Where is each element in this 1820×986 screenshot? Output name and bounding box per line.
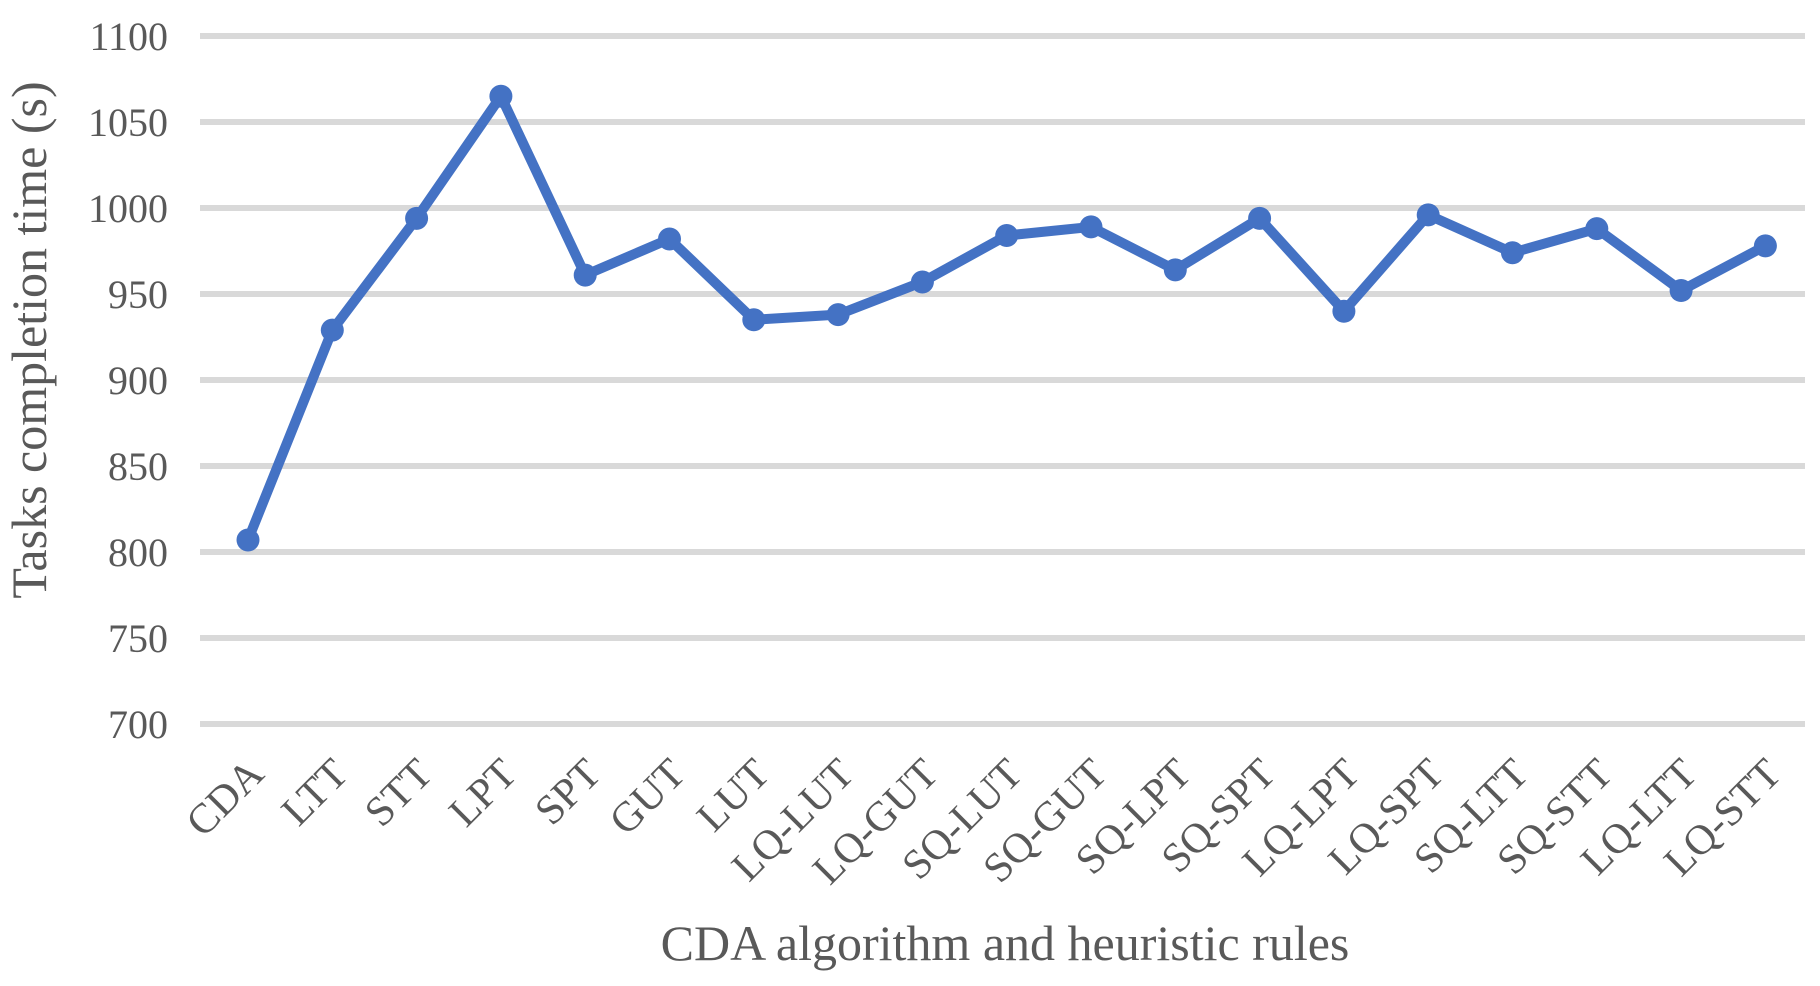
y-tick-label: 1050 bbox=[88, 100, 168, 145]
data-point-marker bbox=[910, 270, 934, 294]
y-tick-labels: 700 750 800 850 900 950 1000 1050 1100 bbox=[88, 14, 168, 747]
y-tick-label: 1100 bbox=[89, 14, 168, 59]
gridlines bbox=[200, 33, 1805, 727]
x-tick-label: LTT bbox=[273, 751, 357, 835]
y-tick-label: 900 bbox=[108, 358, 168, 403]
y-tick-label: 750 bbox=[108, 616, 168, 661]
data-point-marker bbox=[1416, 203, 1440, 227]
data-point-marker bbox=[1501, 241, 1524, 265]
data-point-marker bbox=[573, 263, 597, 287]
data-point-marker bbox=[1753, 234, 1777, 258]
x-tick-label: STT bbox=[356, 751, 441, 836]
x-axis-title: CDA algorithm and heuristic rules bbox=[661, 915, 1350, 971]
data-point-marker bbox=[995, 224, 1019, 248]
data-point-marker bbox=[1079, 215, 1103, 239]
series-line bbox=[243, 91, 1771, 545]
y-axis-title: Tasks completion time (s) bbox=[1, 81, 57, 598]
x-tick-label: GUT bbox=[601, 751, 695, 845]
y-tick-label: 700 bbox=[108, 702, 168, 747]
data-point-marker bbox=[236, 528, 260, 552]
x-tick-label: SPT bbox=[527, 751, 611, 835]
data-point-marker bbox=[658, 227, 681, 251]
data-point-marker bbox=[826, 303, 850, 327]
x-tick-label: LPT bbox=[441, 751, 526, 836]
x-tick-label: CDA bbox=[178, 750, 274, 846]
data-point-marker bbox=[1332, 299, 1356, 323]
data-point-marker bbox=[1585, 217, 1609, 241]
y-tick-label: 950 bbox=[108, 272, 168, 317]
y-tick-label: 800 bbox=[108, 530, 168, 575]
data-point-marker bbox=[489, 84, 513, 108]
data-point-marker bbox=[405, 206, 429, 230]
y-tick-label: 850 bbox=[108, 444, 168, 489]
series-group bbox=[236, 84, 1777, 552]
data-point-marker bbox=[742, 308, 766, 332]
data-point-marker bbox=[1669, 279, 1693, 303]
y-tick-label: 1000 bbox=[88, 186, 168, 231]
data-point-marker bbox=[1248, 206, 1272, 230]
data-point-marker bbox=[320, 318, 344, 342]
data-point-marker bbox=[1163, 258, 1187, 282]
